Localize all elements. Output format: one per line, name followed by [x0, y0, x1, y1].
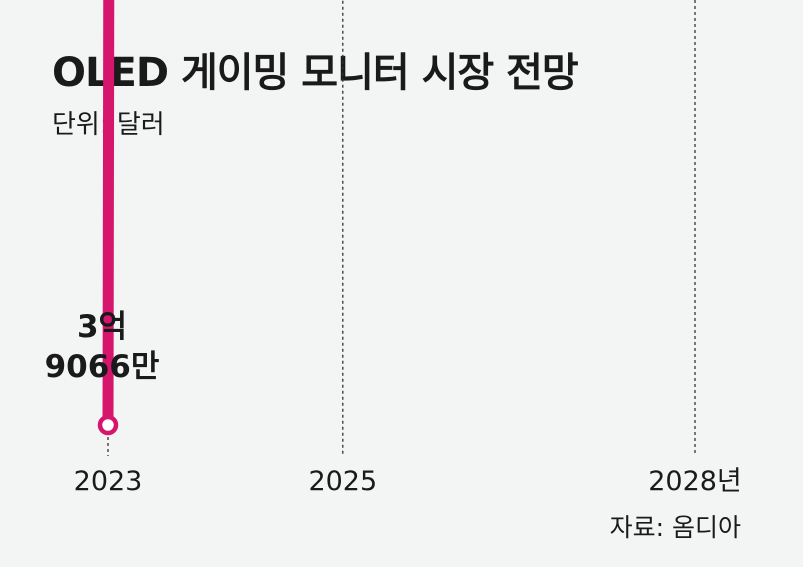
data-labels: 3억9066만20억4292만32억519만 [45, 309, 160, 385]
data-point-2023 [97, 414, 119, 436]
x-tick-2023: 2023 [74, 466, 143, 497]
source-label: 자료: 옴디아 [609, 513, 741, 542]
series-line [102, 0, 115, 431]
x-axis-ticks: 2023 2025 2028년 [74, 466, 742, 497]
drop-lines [107, 0, 696, 456]
data-label-2023: 3억 9066만 [45, 309, 160, 385]
x-tick-2028: 2028년 [648, 466, 742, 497]
x-tick-2025: 2025 [308, 466, 377, 497]
data-point-markers [97, 414, 119, 436]
chart-title: OLED 게이밍 모니터 시장 전망 [52, 50, 579, 96]
